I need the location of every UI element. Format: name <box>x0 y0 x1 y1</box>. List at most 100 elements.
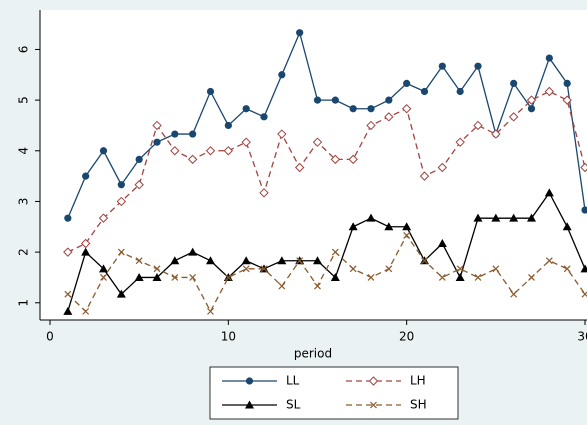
marker <box>135 257 143 265</box>
marker <box>455 137 465 147</box>
marker <box>473 120 483 131</box>
marker <box>545 257 553 265</box>
marker <box>366 120 376 131</box>
series-line <box>67 30 586 219</box>
marker <box>456 265 464 273</box>
series-line <box>67 90 586 253</box>
marker <box>510 79 518 87</box>
marker <box>349 105 357 113</box>
marker <box>296 257 304 265</box>
marker <box>100 274 107 281</box>
marker <box>492 265 500 273</box>
marker <box>81 247 91 256</box>
marker <box>82 307 90 315</box>
y-tick-label: 2 <box>17 248 31 256</box>
marker <box>242 265 250 273</box>
plot-layer <box>63 29 587 315</box>
marker <box>63 247 73 257</box>
y-tick-label: 5 <box>17 96 31 104</box>
marker <box>348 222 358 231</box>
marker <box>80 238 91 249</box>
marker <box>331 248 339 256</box>
legend <box>209 366 459 420</box>
marker <box>134 272 144 281</box>
marker <box>456 87 464 96</box>
y-tick-label: 3 <box>17 198 31 206</box>
x-tick-label: 10 <box>221 330 236 344</box>
marker <box>528 274 535 281</box>
marker <box>82 172 90 180</box>
marker <box>153 265 161 273</box>
marker <box>438 274 446 281</box>
marker <box>99 147 108 155</box>
marker <box>562 222 572 231</box>
y-tick-label: 6 <box>17 46 31 54</box>
marker <box>152 120 162 131</box>
legend-label: SL <box>286 398 301 412</box>
marker <box>187 154 198 165</box>
marker <box>99 264 108 273</box>
marker <box>152 272 162 281</box>
marker <box>189 274 197 281</box>
legend-label: LL <box>286 374 300 388</box>
marker <box>438 62 446 70</box>
marker <box>527 213 536 222</box>
legend-marker <box>245 377 254 385</box>
marker <box>116 196 127 207</box>
marker <box>474 62 482 70</box>
marker <box>207 307 214 315</box>
marker <box>580 162 587 173</box>
marker <box>296 29 304 37</box>
legend-marker <box>245 400 254 409</box>
marker <box>491 213 501 222</box>
marker <box>223 146 234 156</box>
marker <box>224 274 232 281</box>
marker <box>419 171 430 181</box>
marker <box>385 265 393 273</box>
x-tick-label: 20 <box>399 330 414 344</box>
x-tick-label: 30 <box>577 330 587 344</box>
marker <box>312 137 323 147</box>
marker <box>294 162 305 173</box>
marker <box>330 154 341 165</box>
marker <box>437 238 447 247</box>
marker <box>581 290 587 298</box>
marker <box>331 96 339 104</box>
marker <box>385 96 393 104</box>
marker <box>330 272 340 281</box>
marker <box>403 79 411 87</box>
marker <box>134 180 144 190</box>
marker <box>509 213 519 222</box>
marker <box>367 274 375 281</box>
marker <box>135 155 143 163</box>
marker <box>420 87 429 96</box>
marker <box>189 130 197 138</box>
plot-area <box>40 10 587 320</box>
marker <box>384 222 394 231</box>
marker <box>153 138 161 146</box>
marker <box>260 265 268 273</box>
marker <box>473 213 483 222</box>
legend-label: SH <box>410 398 427 412</box>
marker <box>563 265 571 273</box>
marker <box>508 112 519 122</box>
y-tick-label: 4 <box>17 147 31 155</box>
marker <box>278 71 286 79</box>
marker <box>278 282 286 290</box>
marker <box>526 95 537 105</box>
marker <box>527 105 536 113</box>
marker <box>63 306 73 315</box>
marker <box>401 104 412 114</box>
marker <box>580 264 587 273</box>
marker <box>277 129 287 139</box>
marker <box>384 112 394 122</box>
marker <box>313 96 322 104</box>
marker <box>491 129 501 139</box>
marker <box>402 222 412 231</box>
marker <box>205 146 216 156</box>
marker <box>544 188 554 197</box>
marker <box>367 105 375 113</box>
marker <box>206 87 215 96</box>
series-line <box>67 234 586 313</box>
marker <box>403 231 411 239</box>
